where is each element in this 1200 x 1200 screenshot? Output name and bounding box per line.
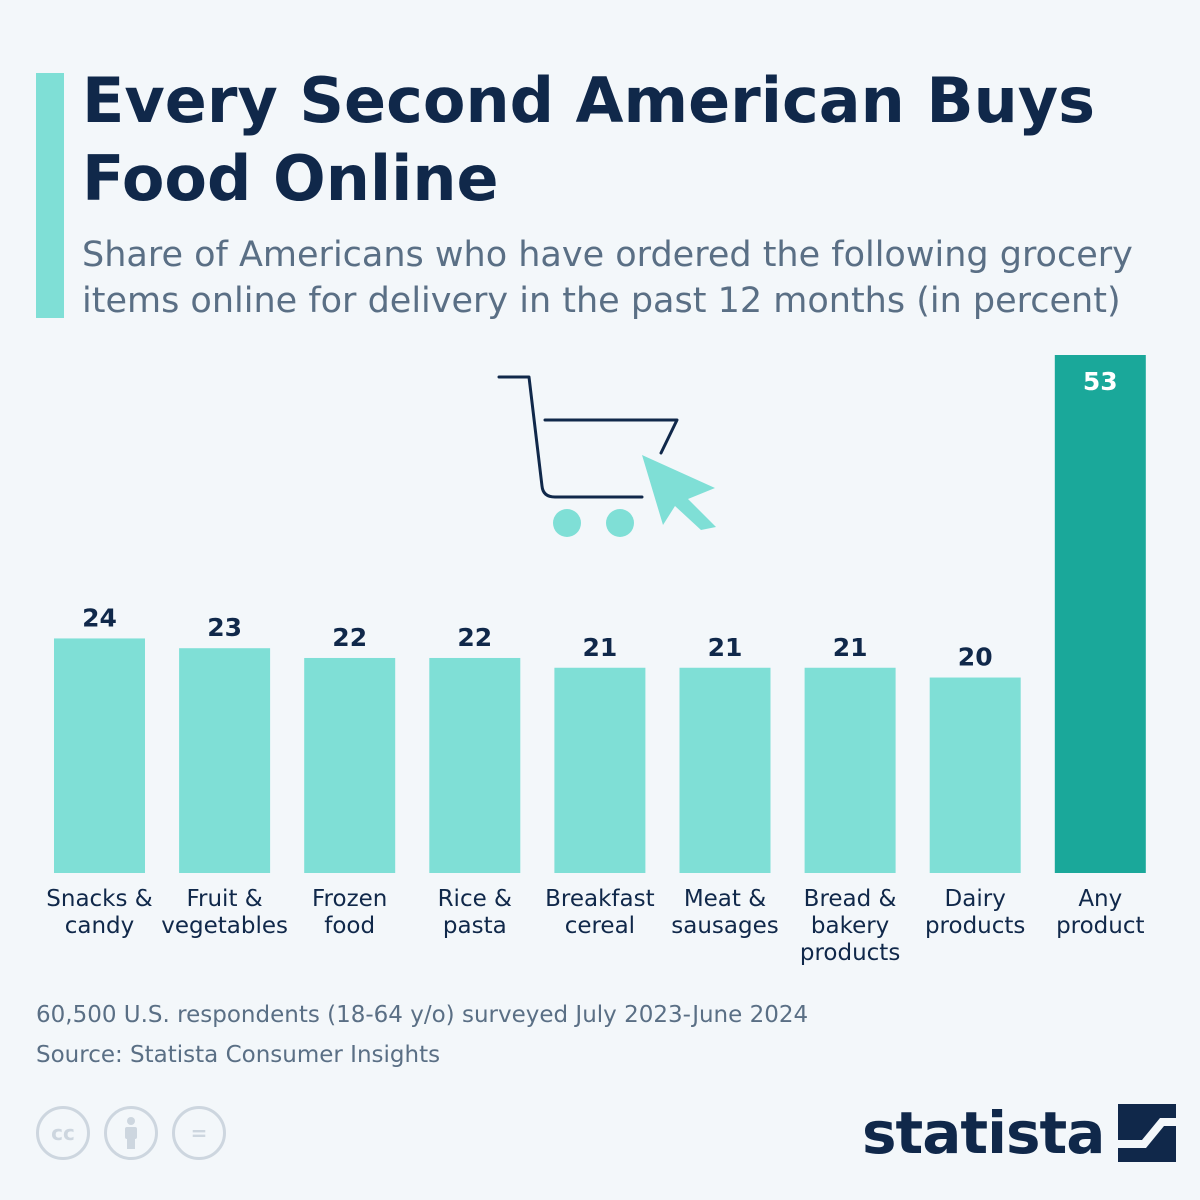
category-label-1: Fruit & vegetables xyxy=(161,886,288,939)
license-icons: cc = xyxy=(36,1106,226,1160)
title-accent-bar xyxy=(36,73,64,318)
bar-value-label-3: 22 xyxy=(457,623,492,652)
category-label-8: Any product xyxy=(1056,886,1145,939)
bar-0 xyxy=(54,638,145,873)
bar-value-label-8: 53 xyxy=(1083,367,1118,396)
bar-value-label-7: 20 xyxy=(958,643,993,672)
bar-value-label-0: 24 xyxy=(82,603,117,632)
cc-icon[interactable]: cc xyxy=(36,1106,90,1160)
statista-logo[interactable]: statista xyxy=(862,1098,1177,1168)
bar-value-label-1: 23 xyxy=(207,613,242,642)
shopping-cart-icon xyxy=(497,375,679,537)
category-label-0: Snacks & candy xyxy=(46,886,153,939)
bar-1 xyxy=(179,648,271,873)
category-label-6: Bread & bakery products xyxy=(799,886,901,966)
category-label-4: Breakfast cereal xyxy=(545,886,655,939)
bar-5 xyxy=(679,667,771,873)
chart-subtitle: Share of Americans who have ordered the … xyxy=(82,235,1133,321)
statista-logo-icon xyxy=(1118,1104,1177,1162)
cursor-arrow-icon xyxy=(642,455,716,530)
category-label-2: Frozen food xyxy=(311,886,388,939)
survey-note: 60,500 U.S. respondents (18-64 y/o) surv… xyxy=(36,1002,809,1028)
bar-value-label-4: 21 xyxy=(583,633,618,662)
cc-icon-symbol: cc xyxy=(51,1121,75,1145)
attribution-icon[interactable] xyxy=(104,1106,158,1160)
category-label-5: Meat & sausages xyxy=(671,886,779,939)
bar-value-label-2: 22 xyxy=(332,623,367,652)
bar-3 xyxy=(429,657,521,873)
chart-title: Every Second American Buys Food Online xyxy=(82,64,1096,215)
bar-7 xyxy=(929,677,1021,873)
bar-2 xyxy=(304,657,396,873)
source-note: Source: Statista Consumer Insights xyxy=(36,1042,441,1068)
bar-8 xyxy=(1054,355,1146,873)
bar-chart: 24 23 22 22 21 21 21 20 53 xyxy=(54,355,1146,873)
bar-value-label-6: 21 xyxy=(833,633,868,662)
category-label-7: Dairy products xyxy=(924,886,1026,939)
bar-6 xyxy=(804,667,896,873)
no-derivatives-icon[interactable]: = xyxy=(172,1106,226,1160)
category-label-3: Rice & pasta xyxy=(437,886,512,939)
bar-value-label-5: 21 xyxy=(708,633,743,662)
nd-icon-symbol: = xyxy=(190,1121,208,1145)
person-glyph xyxy=(125,1117,137,1149)
bar-4 xyxy=(554,667,646,873)
brand-name: statista xyxy=(862,1099,1105,1167)
